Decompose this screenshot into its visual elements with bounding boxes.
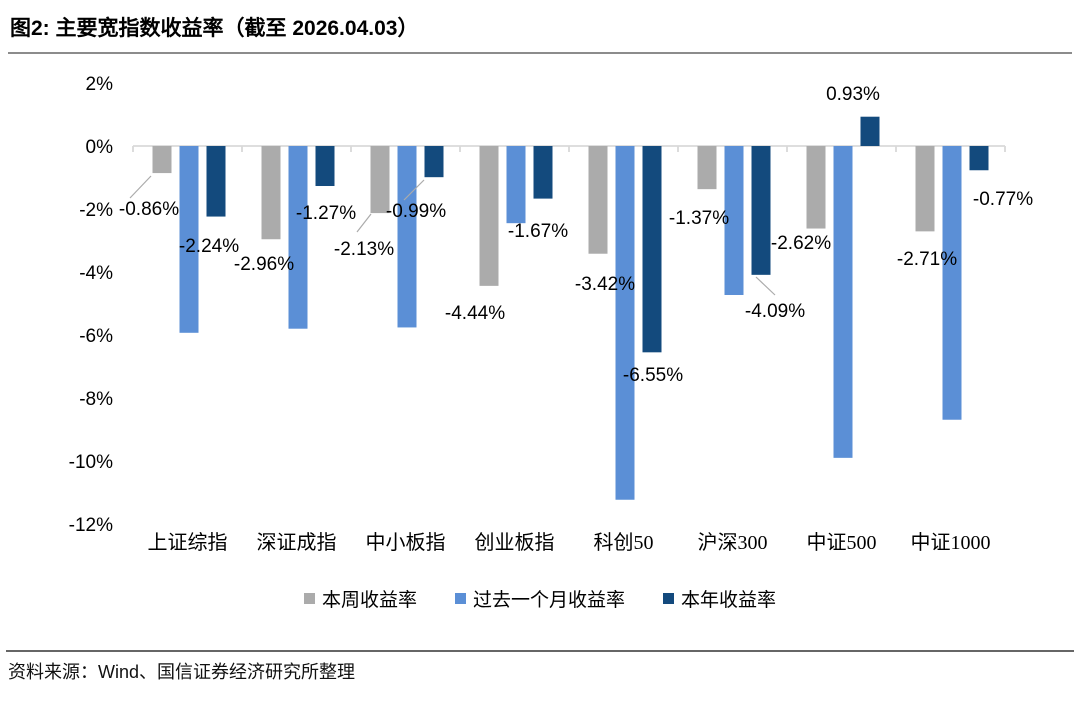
bar-s1-c6	[833, 146, 853, 458]
category-label-0: 上证综指	[148, 531, 228, 554]
y-tick-label: -12%	[69, 515, 113, 536]
data-label-s0-c6: -2.62%	[771, 233, 831, 254]
label-leader-line-1	[356, 213, 372, 233]
bar-s2-c3	[533, 146, 553, 199]
bar-s2-c0	[206, 146, 226, 217]
legend-swatch-month	[454, 593, 466, 604]
y-tick-label: -4%	[79, 263, 113, 284]
legend-label-month: 过去一个月收益率	[472, 590, 625, 611]
data-label-s2-c5: -4.09%	[745, 301, 805, 322]
y-tick-label: 0%	[86, 137, 114, 158]
bar-s0-c2	[370, 146, 390, 214]
data-label-s2-c7: -0.77%	[973, 189, 1033, 210]
category-label-5: 沪深300	[698, 531, 768, 554]
y-tick-label: -8%	[79, 389, 113, 410]
bar-s1-c0	[179, 146, 199, 333]
bar-s0-c1	[261, 146, 281, 240]
legend-swatch-week	[303, 593, 315, 604]
data-label-s2-c6: 0.93%	[826, 84, 880, 105]
category-label-2: 中小板指	[366, 531, 446, 554]
label-leader-line-2	[403, 179, 425, 201]
legend-item-year: 本年收益率	[663, 585, 776, 612]
bar-s0-c3	[479, 146, 499, 286]
figure-title: 图2: 主要宽指数收益率（截至 2026.04.03）	[10, 17, 419, 40]
bar-s2-c2	[424, 146, 444, 178]
bar-s1-c3	[506, 146, 526, 224]
bar-chart: 2% 0% -2% -4% -6% -8% -10% -12% -0.86% -2.96% -2.1…	[69, 74, 1034, 554]
title-divider	[8, 52, 1072, 54]
legend-swatch-year	[663, 593, 674, 604]
bar-s2-c1	[315, 146, 335, 187]
legend-label-week: 本周收益率	[321, 590, 417, 611]
data-label-s0-c1: -2.96%	[234, 254, 294, 275]
legend-item-week: 本周收益率	[303, 585, 417, 612]
bar-s1-c4	[615, 146, 635, 500]
bar-s2-c5	[751, 146, 771, 275]
label-leader-line-0	[129, 175, 152, 199]
y-tick-label: -10%	[69, 452, 113, 473]
bar-s0-c4	[588, 146, 608, 254]
data-label-s2-c0: -2.24%	[179, 236, 239, 257]
data-label-s0-c0: -0.86%	[119, 199, 179, 220]
data-label-s2-c3: -1.67%	[508, 221, 568, 242]
bar-s1-c7	[942, 146, 962, 420]
bar-s1-c1	[288, 146, 308, 329]
category-label-4: 科创50	[594, 531, 654, 554]
bar-s2-c4	[642, 146, 662, 353]
data-label-s0-c4: -3.42%	[575, 274, 635, 295]
legend-item-month: 过去一个月收益率	[454, 585, 625, 612]
category-label-7: 中证1000	[911, 531, 991, 554]
bar-s1-c5	[724, 146, 744, 295]
label-leader-line-3	[755, 276, 776, 296]
y-tick-label: -2%	[79, 200, 113, 221]
bar-s0-c5	[697, 146, 717, 190]
data-label-s0-c3: -4.44%	[445, 303, 505, 324]
chart-legend: 本周收益率 过去一个月收益率 本年收益率	[0, 585, 1080, 612]
data-label-s0-c5: -1.37%	[669, 208, 729, 229]
data-label-s2-c1: -1.27%	[296, 203, 356, 224]
source-divider	[6, 650, 1074, 652]
bar-s0-c7	[915, 146, 935, 232]
bar-s2-c7	[969, 146, 989, 171]
bar-s2-c6	[860, 116, 880, 146]
bar-s0-c0	[152, 146, 172, 174]
category-label-3: 创业板指	[475, 531, 555, 554]
data-label-s0-c7: -2.71%	[897, 249, 957, 270]
data-label-s2-c4: -6.55%	[623, 365, 683, 386]
data-label-s0-c2: -2.13%	[334, 239, 394, 260]
legend-label-year: 本年收益率	[681, 590, 777, 611]
y-tick-label: 2%	[86, 74, 114, 95]
source-note: 资料来源：Wind、国信证券经济研究所整理	[8, 662, 356, 682]
bar-s1-c2	[397, 146, 417, 328]
y-tick-label: -6%	[79, 326, 113, 347]
data-label-s2-c2: -0.99%	[386, 201, 446, 222]
bar-s0-c6	[806, 146, 826, 229]
category-label-1: 深证成指	[257, 531, 337, 554]
category-label-6: 中证500	[807, 531, 877, 554]
